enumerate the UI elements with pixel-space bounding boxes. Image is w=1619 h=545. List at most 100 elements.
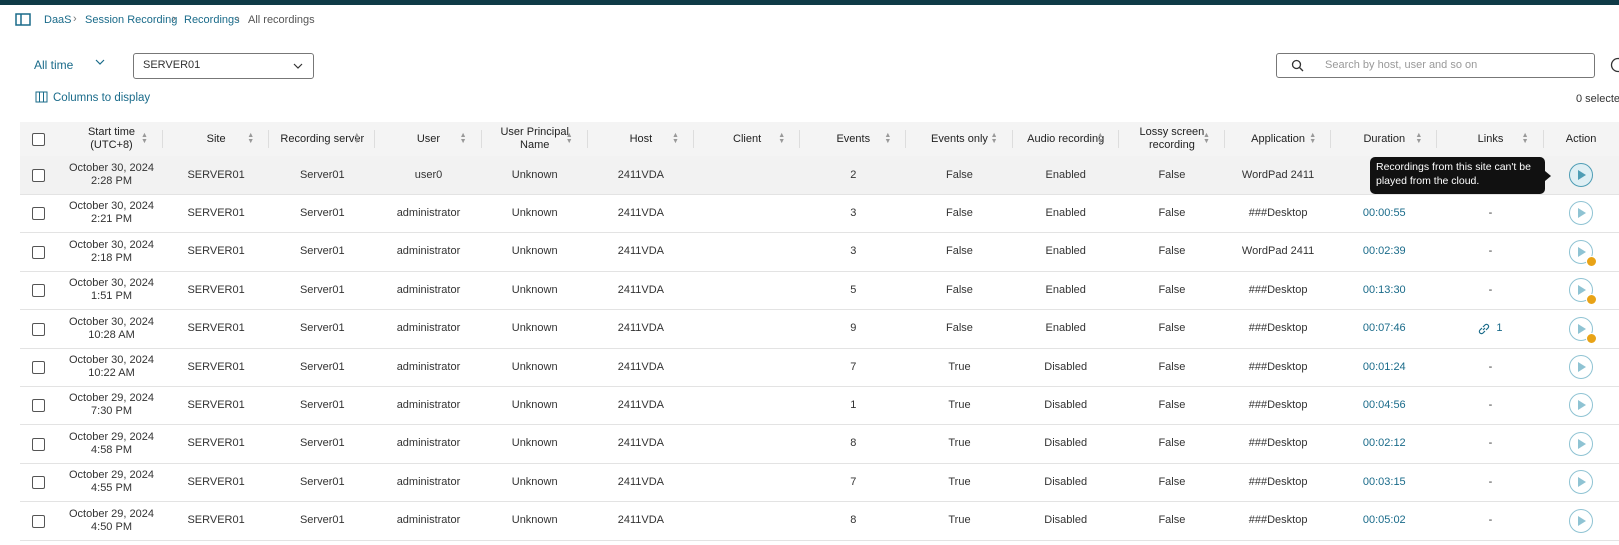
divider — [374, 130, 376, 148]
cell: Disabled — [1044, 398, 1088, 411]
cell: administrator — [396, 398, 461, 411]
time: 7:30 PM — [91, 405, 132, 418]
cell: False — [1158, 398, 1186, 411]
start-time: October 30, 2024 2:21 PM — [60, 194, 163, 232]
cell: 00:04:56 — [1362, 398, 1406, 411]
play-button[interactable] — [1568, 470, 1593, 495]
column-header[interactable]: Lossy screen recording — [1139, 126, 1205, 151]
columns-button[interactable]: Columns to display — [53, 92, 151, 104]
row-checkbox[interactable] — [32, 322, 45, 336]
selected-count: 0 selecte — [1576, 93, 1619, 105]
row-checkbox[interactable] — [32, 514, 45, 528]
play-icon — [1577, 246, 1586, 257]
play-button[interactable] — [1568, 278, 1593, 303]
row-checkbox[interactable] — [32, 437, 45, 451]
cell: ###Desktop — [1248, 206, 1308, 219]
cell: administrator — [396, 475, 461, 488]
date: October 29, 2024 — [68, 430, 154, 443]
row-checkbox[interactable] — [32, 399, 45, 413]
divider — [268, 130, 270, 148]
row-checkbox[interactable] — [32, 169, 45, 182]
column-header[interactable]: Site — [206, 132, 226, 145]
cell: False — [1158, 168, 1186, 181]
divider — [905, 130, 907, 148]
links[interactable]: 1 — [1437, 310, 1543, 348]
cell: 2411VDA — [617, 322, 665, 335]
cell: False — [1158, 475, 1186, 488]
row-checkbox[interactable] — [32, 361, 45, 374]
cell: 3 — [850, 245, 857, 258]
column-header[interactable]: Duration — [1363, 132, 1406, 145]
date: October 29, 2024 — [68, 392, 154, 405]
play-button[interactable] — [1568, 393, 1593, 418]
cell: - — [1488, 514, 1493, 527]
cell: Server01 — [299, 475, 345, 488]
cell: False — [946, 283, 973, 296]
cell: 00:07:46 — [1362, 322, 1406, 335]
cell: Unknown — [511, 360, 558, 373]
play-button[interactable] — [1568, 239, 1593, 264]
play-icon — [1577, 170, 1586, 180]
column-header[interactable]: Host — [629, 132, 653, 145]
time: 10:28 AM — [88, 328, 135, 341]
play-button[interactable] — [1568, 201, 1593, 226]
select-all[interactable] — [32, 133, 45, 146]
column-header[interactable]: Start time (UTC+8) — [87, 126, 136, 151]
cell: - — [1488, 475, 1493, 488]
row-checkbox[interactable] — [32, 284, 45, 298]
cell: Server01 — [299, 437, 345, 450]
site-dropdown[interactable]: SERVER01 — [133, 53, 314, 79]
column-header[interactable]: Events — [836, 132, 871, 145]
search-box[interactable]: Search by host, user and so on — [1276, 53, 1595, 78]
time: 10:22 AM — [88, 367, 135, 379]
column-header[interactable]: Events only — [931, 132, 988, 145]
row-checkbox[interactable] — [32, 207, 45, 221]
breadcrumb[interactable]: Session Recording — [85, 14, 178, 26]
time-filter[interactable]: All time — [34, 58, 74, 72]
play-button[interactable] — [1568, 163, 1593, 187]
cell: Enabled — [1045, 245, 1086, 258]
cell: 00:01:24 — [1362, 360, 1406, 373]
sidebar-icon[interactable] — [15, 13, 31, 26]
table-row: October 30, 2024 2:18 PM SERVER01 Server01 a… — [20, 233, 1619, 272]
help-icon[interactable] — [1610, 57, 1619, 73]
cell: 2411VDA — [617, 168, 665, 181]
cell: Server01 — [299, 360, 345, 373]
date: October 30, 2024 — [68, 238, 154, 251]
cell: ###Desktop — [1248, 283, 1308, 296]
breadcrumb[interactable]: DaaS — [44, 14, 72, 26]
column-header[interactable]: Audio recording — [1027, 132, 1105, 145]
search-placeholder: Search by host, user and so on — [1325, 59, 1478, 71]
play-button[interactable] — [1568, 508, 1593, 533]
play-button[interactable] — [1568, 431, 1593, 456]
column-header[interactable]: User Principal Name — [500, 126, 569, 151]
row-checkbox[interactable] — [32, 245, 45, 259]
breadcrumb[interactable]: Recordings — [184, 14, 240, 26]
column-header[interactable]: Client — [733, 132, 762, 145]
row-checkbox[interactable] — [32, 476, 45, 490]
sort-icon: ▲ ▼ — [1203, 132, 1210, 145]
column-header[interactable]: Links — [1477, 132, 1504, 145]
time: 2:28 PM — [91, 175, 132, 187]
cell: 00:00:55 — [1362, 206, 1406, 219]
cell: ###Desktop — [1248, 360, 1308, 373]
cell: 8 — [850, 437, 857, 450]
table-row: October 29, 2024 4:55 PM SERVER01 Server01 a… — [20, 463, 1619, 503]
cell: - — [1488, 398, 1493, 411]
cell: Disabled — [1044, 475, 1088, 488]
column-header[interactable]: Application — [1251, 132, 1305, 145]
breadcrumb: All recordings — [248, 14, 315, 26]
cell: False — [1158, 437, 1186, 450]
divider — [162, 130, 163, 148]
cell: administrator — [396, 283, 461, 296]
divider — [1436, 130, 1438, 148]
play-button[interactable] — [1568, 355, 1593, 379]
date: October 30, 2024 — [68, 277, 154, 290]
divider — [1542, 130, 1544, 148]
divider — [1117, 130, 1119, 148]
play-button[interactable] — [1568, 316, 1593, 341]
play-icon — [1577, 362, 1586, 372]
column-header[interactable]: User — [416, 132, 441, 145]
cell: Disabled — [1044, 360, 1088, 373]
column-header[interactable]: Recording server — [280, 132, 365, 145]
